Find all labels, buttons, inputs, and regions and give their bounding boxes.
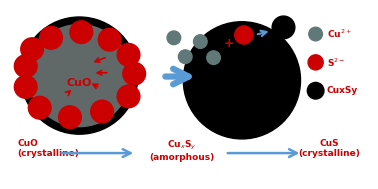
Ellipse shape bbox=[272, 16, 295, 39]
Text: +: + bbox=[223, 37, 234, 50]
Ellipse shape bbox=[194, 35, 207, 48]
Ellipse shape bbox=[21, 38, 43, 60]
Text: CuO
(crystalline): CuO (crystalline) bbox=[17, 139, 79, 158]
Ellipse shape bbox=[91, 100, 113, 123]
Ellipse shape bbox=[59, 106, 81, 129]
Ellipse shape bbox=[28, 96, 51, 119]
Ellipse shape bbox=[21, 17, 138, 134]
Ellipse shape bbox=[235, 26, 253, 44]
Ellipse shape bbox=[28, 25, 130, 127]
Ellipse shape bbox=[98, 28, 121, 51]
Ellipse shape bbox=[117, 43, 140, 66]
Text: S$^{2-}$: S$^{2-}$ bbox=[327, 56, 345, 69]
Ellipse shape bbox=[70, 21, 93, 43]
Ellipse shape bbox=[178, 50, 192, 64]
Ellipse shape bbox=[183, 22, 301, 139]
Text: Cu$^{2+}$: Cu$^{2+}$ bbox=[327, 28, 352, 40]
Ellipse shape bbox=[309, 27, 322, 41]
Ellipse shape bbox=[123, 62, 146, 85]
Ellipse shape bbox=[14, 55, 37, 77]
Text: CuxSy: CuxSy bbox=[327, 86, 358, 95]
Ellipse shape bbox=[167, 31, 181, 45]
Ellipse shape bbox=[307, 82, 324, 99]
Ellipse shape bbox=[308, 55, 323, 70]
Text: CuS
(crystalline): CuS (crystalline) bbox=[298, 139, 360, 158]
Text: CuO: CuO bbox=[67, 78, 92, 88]
Text: Cu$_x$S$_y$
(amorphous): Cu$_x$S$_y$ (amorphous) bbox=[149, 139, 214, 162]
Ellipse shape bbox=[40, 26, 62, 49]
Ellipse shape bbox=[117, 85, 140, 108]
Ellipse shape bbox=[14, 76, 37, 98]
Ellipse shape bbox=[207, 51, 220, 64]
